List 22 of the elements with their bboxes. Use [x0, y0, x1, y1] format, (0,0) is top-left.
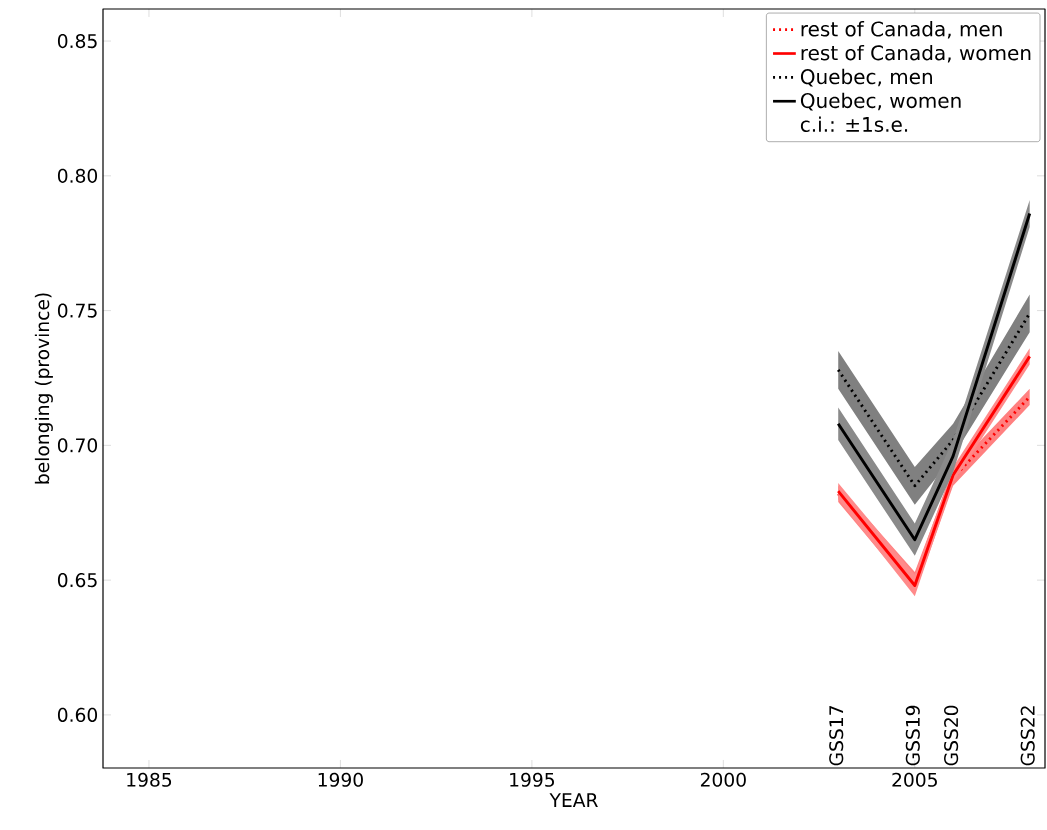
annotation: GSS20 — [944, 705, 959, 766]
y-axis-title: belonging (province) — [34, 293, 53, 484]
x-tick-label: 2000 — [700, 772, 746, 787]
annotation: GSS19 — [905, 705, 920, 766]
y-tick-label: 0.80 — [57, 168, 98, 183]
x-tick-label: 1995 — [510, 772, 554, 787]
annotation: c.i.: ±1s.e. — [800, 116, 908, 132]
y-tick-label: 0.70 — [57, 438, 98, 453]
y-tick-label: 0.60 — [57, 707, 98, 722]
legend-label: Quebec, men — [800, 68, 932, 87]
y-tick-label: 0.75 — [57, 303, 97, 318]
annotation: GSS22 — [1020, 706, 1035, 766]
x-tick-label: 2005 — [892, 772, 937, 787]
x-axis-title: YEAR — [549, 793, 598, 807]
legend-label: rest of Canada, men — [801, 21, 1002, 39]
legend-label: Quebec, women — [800, 92, 961, 111]
y-tick-label: 0.65 — [57, 573, 97, 588]
x-tick-label: 1990 — [318, 772, 363, 787]
x-tick-label: 1985 — [127, 772, 172, 787]
legend-label: rest of Canada, women — [801, 44, 1031, 63]
annotation: GSS17 — [829, 706, 844, 766]
y-tick-label: 0.85 — [57, 33, 97, 49]
